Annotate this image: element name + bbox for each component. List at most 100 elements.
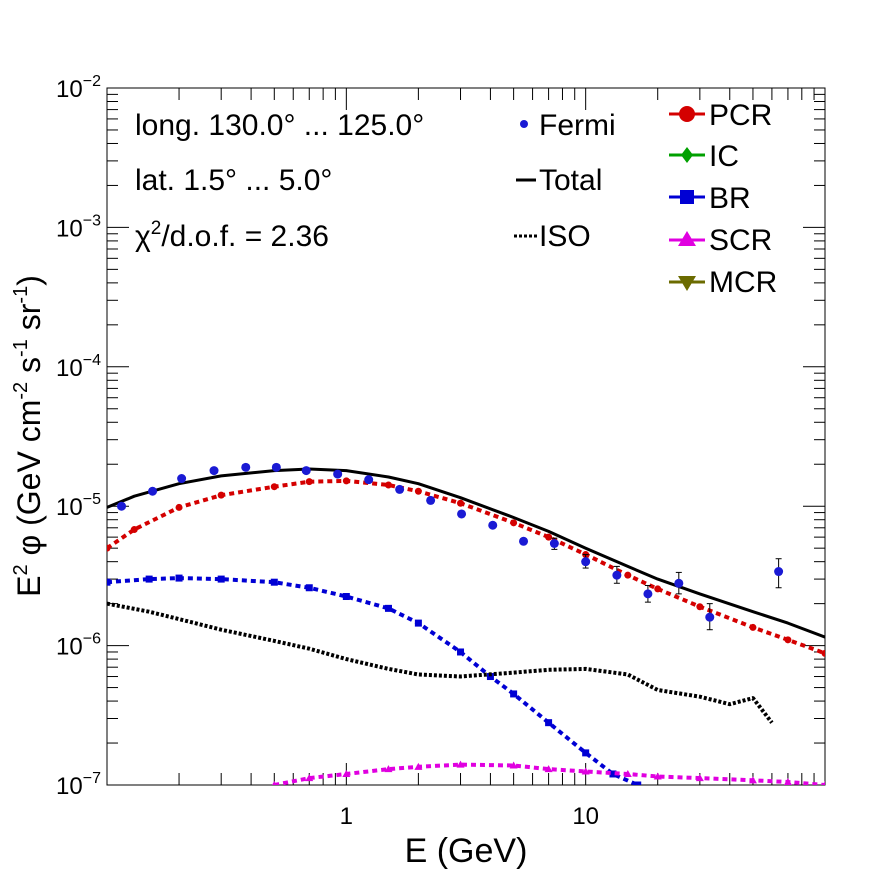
series-marker-scr	[342, 769, 351, 777]
legend-label-fermi: Fermi	[539, 109, 616, 142]
series-marker-scr	[384, 765, 393, 773]
fermi-point	[271, 462, 281, 472]
y-axis-ticks	[107, 93, 825, 786]
series-marker-br	[545, 719, 553, 727]
series-total	[107, 467, 825, 639]
x-tick-label: 10	[572, 803, 599, 830]
series-marker-br	[486, 673, 494, 681]
series-marker-scr	[653, 772, 662, 780]
series-marker-br	[270, 578, 278, 586]
y-tick-labels: 10−7 10−6 10−5 10−4 10−3 10−2	[56, 73, 101, 800]
legend-label-mcr: MCR	[709, 266, 777, 299]
series-marker-br	[510, 690, 518, 698]
legend-marker-scr	[678, 231, 696, 246]
fermi-point	[581, 557, 591, 567]
series-marker-pcr	[457, 499, 465, 507]
y-tick-label: 10−6	[56, 631, 101, 661]
fermi-point	[488, 520, 498, 530]
series-marker-scr	[272, 781, 277, 785]
fermi-point	[705, 612, 715, 622]
fermi-point	[177, 474, 187, 484]
series-marker-scr	[305, 774, 314, 782]
fermi-point	[364, 475, 374, 485]
fermi-point	[612, 570, 622, 580]
series-line-br	[107, 576, 639, 785]
fermi-point	[519, 536, 529, 546]
y-tick-label: 10−2	[56, 73, 101, 103]
series-marker-br	[634, 781, 642, 785]
series-layer	[107, 467, 825, 785]
series-marker-pcr	[342, 477, 350, 485]
series-marker-br	[217, 575, 225, 583]
legend-entry-scr: SCR	[669, 224, 772, 257]
fermi-point	[301, 466, 311, 476]
fermi-point	[148, 486, 158, 496]
y-axis-title: E2 φ (GeV cm-2 s-1 sr-1)	[10, 275, 47, 597]
series-marker-br	[609, 770, 617, 778]
series-pcr	[107, 477, 825, 657]
annotation-latitude: lat. 1.5° ... 5.0°	[135, 164, 332, 197]
series-marker-pcr	[545, 533, 553, 541]
x-tick-label: 1	[340, 803, 353, 830]
legend-entry-total: Total	[516, 164, 602, 197]
legend-entry-ic: IC	[669, 140, 739, 173]
legend-label-total: Total	[539, 164, 602, 197]
series-marker-scr	[456, 760, 465, 768]
series-marker-br	[414, 619, 422, 627]
fermi-point	[395, 484, 405, 494]
fermi-point	[457, 509, 467, 519]
series-line-total	[107, 467, 825, 639]
fermi-point	[426, 495, 436, 505]
series-marker-br	[457, 648, 465, 656]
legend-entry-pcr: PCR	[669, 99, 772, 132]
series-marker-br	[175, 574, 183, 582]
legend-label-ic: IC	[709, 140, 739, 173]
series-marker-pcr	[107, 544, 111, 552]
series-marker-scr	[695, 774, 704, 782]
series-marker-pcr	[130, 526, 138, 534]
series-scr	[272, 760, 825, 785]
series-marker-br	[384, 604, 392, 612]
fermi-point	[674, 578, 684, 588]
legend-label-scr: SCR	[709, 224, 772, 257]
series-marker-br	[342, 593, 350, 601]
legend-marker-ic	[681, 147, 693, 163]
fermi-point	[209, 466, 219, 476]
series-marker-scr	[748, 776, 757, 784]
series-marker-pcr	[821, 649, 825, 657]
fermi-point	[333, 469, 343, 479]
series-marker-scr	[544, 765, 553, 773]
series-marker-scr	[414, 762, 423, 770]
y-tick-label: 10−5	[56, 491, 101, 521]
series-marker-br	[582, 749, 590, 757]
y-tick-label: 10−4	[56, 352, 101, 382]
legend-marker-br	[680, 190, 694, 204]
fermi-data-points	[117, 462, 784, 631]
series-marker-pcr	[696, 603, 704, 611]
series-marker-scr	[783, 778, 792, 785]
legend-entry-mcr: MCR	[669, 266, 777, 299]
y-tick-label: 10−3	[56, 212, 101, 242]
fermi-point	[774, 567, 784, 577]
legend-marker-mcr	[678, 276, 696, 291]
x-axis-title: E (GeV)	[405, 832, 528, 870]
legend-label-br: BR	[709, 182, 751, 215]
fermi-point	[643, 589, 653, 599]
series-marker-pcr	[384, 481, 392, 489]
series-marker-br	[305, 584, 313, 592]
series-marker-pcr	[510, 519, 518, 527]
legend-marker-pcr	[679, 106, 695, 122]
y-tick-label: 10−7	[56, 770, 101, 800]
fermi-point	[549, 539, 559, 549]
series-marker-pcr	[270, 483, 278, 491]
series-marker-pcr	[654, 585, 662, 593]
fermi-point	[117, 501, 127, 511]
series-iso	[107, 601, 774, 724]
plot-frame	[106, 87, 826, 786]
series-marker-br	[145, 575, 153, 583]
series-marker-pcr	[414, 487, 422, 495]
legend-entry-iso: ISO	[514, 220, 591, 253]
series-marker-pcr	[784, 636, 792, 644]
fermi-point	[241, 462, 251, 472]
series-marker-scr	[623, 769, 632, 777]
